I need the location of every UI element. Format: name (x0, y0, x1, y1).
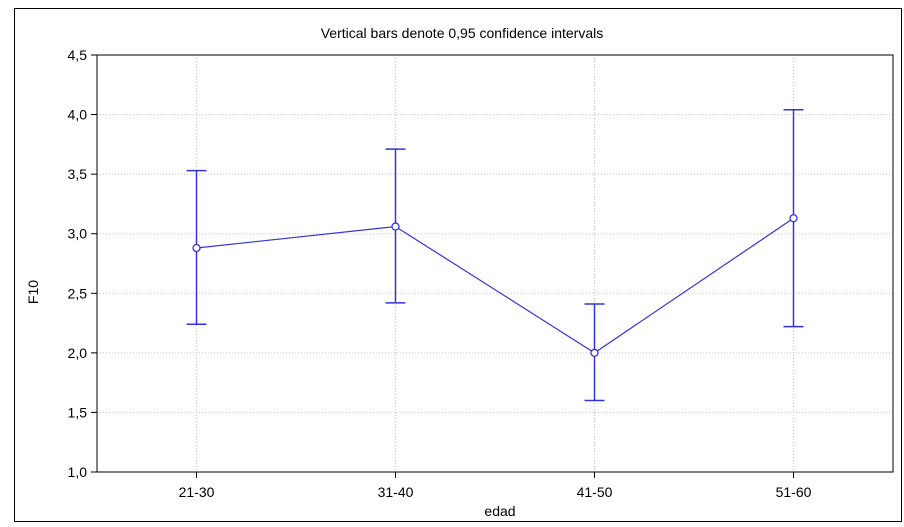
series-line (186, 109, 804, 402)
x-axis: 21-30 31-40 41-50 51-60 (179, 472, 812, 500)
x-tick-label: 51-60 (776, 484, 812, 500)
x-tick-label: 31-40 (378, 484, 414, 500)
y-tick-label: 3,5 (68, 166, 88, 182)
x-axis-label: edad (484, 503, 515, 519)
y-tick-label: 4,5 (68, 47, 88, 63)
data-point (192, 243, 201, 253)
y-tick-label: 1,5 (68, 404, 88, 420)
chart-border (14, 8, 902, 522)
data-point (789, 214, 798, 223)
y-axis-label: F10 (25, 280, 41, 304)
series-line-path (196, 217, 794, 354)
chart-title: Vertical bars denote 0,95 confidence int… (321, 25, 604, 41)
x-tick-label: 21-30 (179, 484, 215, 500)
x-tick-label: 41-50 (577, 484, 613, 500)
y-tick-label: 3,0 (68, 226, 88, 242)
y-axis: 1,0 1,5 2,0 2,5 3,0 3,5 4,0 4,5 (68, 47, 97, 480)
y-tick-label: 2,5 (68, 285, 88, 301)
y-tick-label: 2,0 (68, 345, 88, 361)
plot-area (96, 54, 894, 473)
data-point (391, 222, 400, 231)
y-tick-label: 1,0 (68, 464, 88, 480)
y-tick-label: 4,0 (68, 107, 88, 123)
data-point (590, 348, 599, 358)
